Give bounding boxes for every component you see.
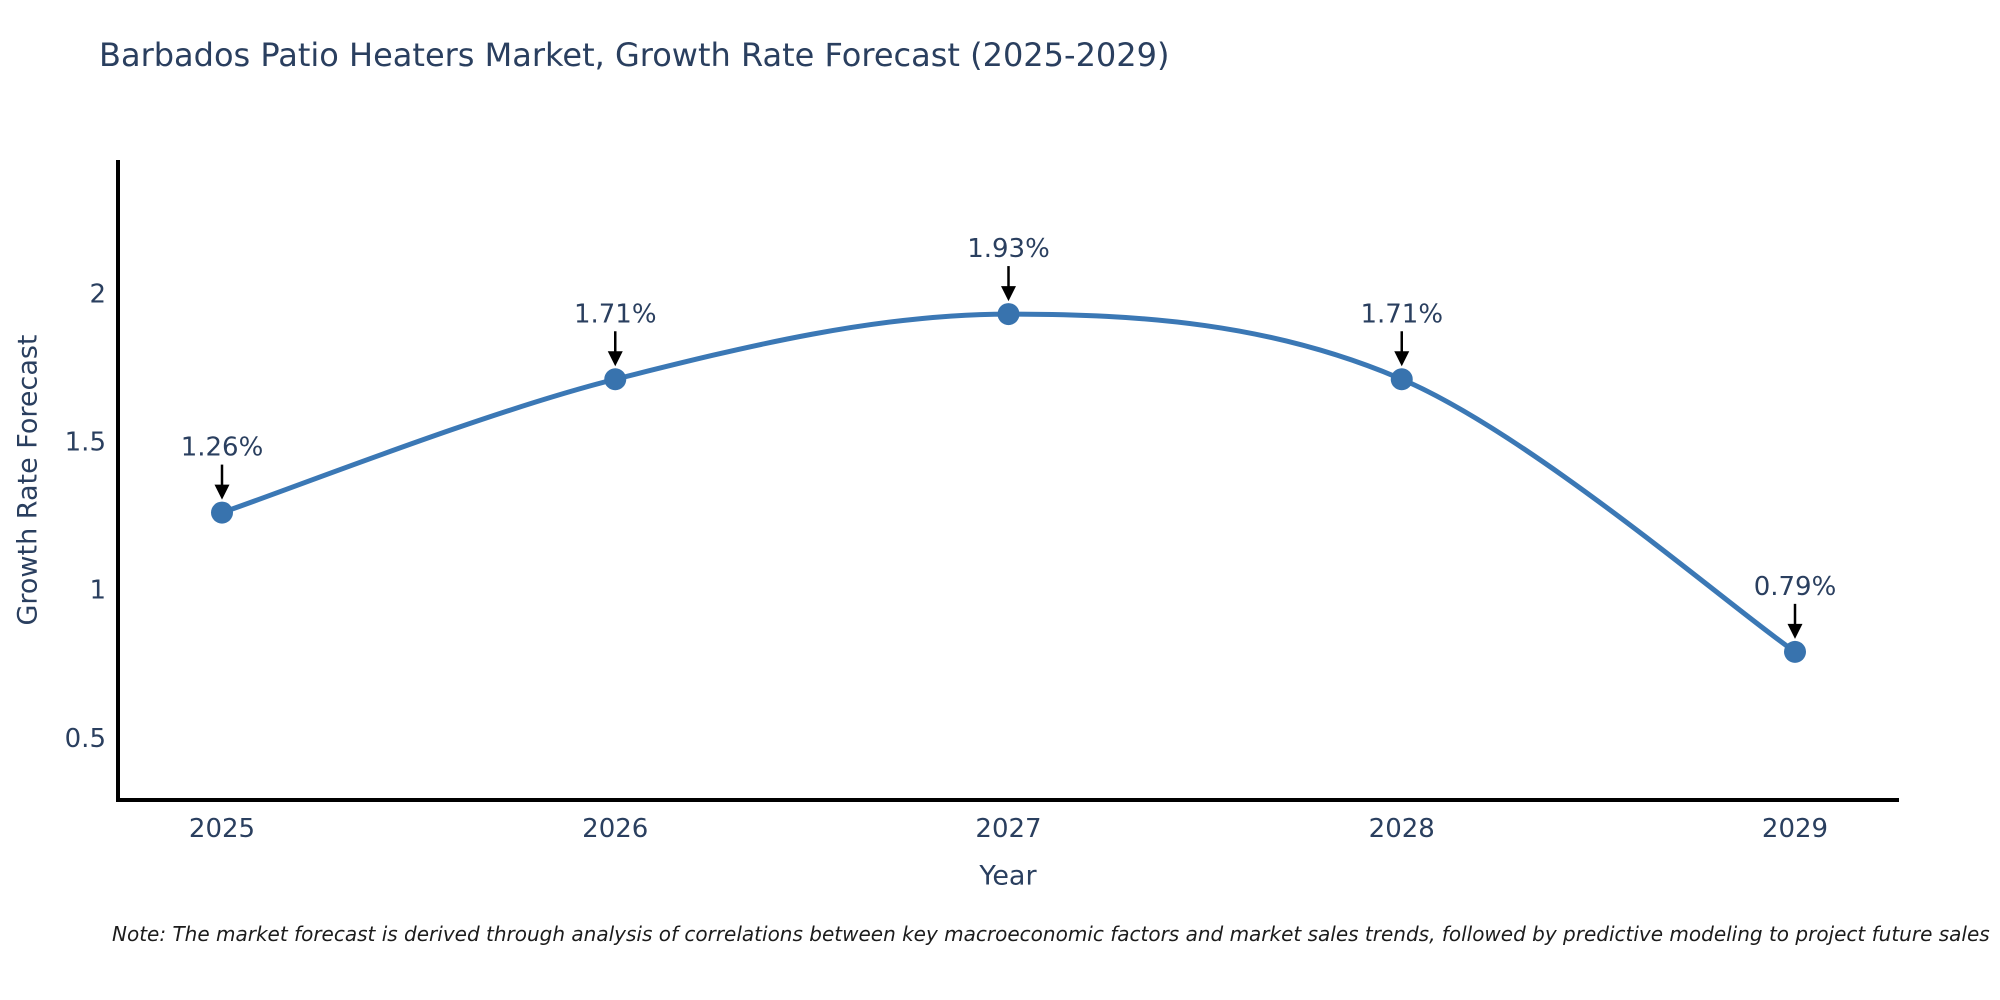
annotation-arrowhead (1787, 623, 1803, 639)
x-axis-title: Year (979, 860, 1037, 892)
data-point-marker (997, 303, 1020, 326)
data-point-label: 1.93% (967, 234, 1050, 264)
data-point-label: 0.79% (1754, 572, 1837, 602)
footnote: Note: The market forecast is derived thr… (112, 922, 1990, 946)
chart-title: Barbados Patio Heaters Market, Growth Ra… (99, 36, 1170, 74)
data-point-label: 1.71% (1360, 299, 1443, 329)
annotation-arrowhead (1394, 351, 1410, 367)
y-tick-label: 1.5 (65, 427, 106, 457)
data-point-marker (1390, 368, 1413, 391)
x-tick-label: 2029 (1762, 814, 1828, 844)
x-tick-label: 2025 (189, 814, 255, 844)
forecast-line (219, 311, 1798, 655)
y-tick-label: 2 (89, 279, 106, 309)
x-tick-label: 2026 (582, 814, 648, 844)
y-tick-label: 0.5 (65, 724, 106, 754)
data-point-marker (1784, 640, 1806, 663)
data-point-label: 1.71% (574, 299, 657, 329)
y-axis-title: Growth Rate Forecast (12, 334, 44, 626)
annotation-arrowhead (607, 351, 623, 367)
data-point-marker (604, 368, 627, 391)
data-point-marker (211, 501, 233, 524)
annotation-arrowhead (1001, 286, 1016, 302)
x-tick-label: 2027 (975, 814, 1041, 844)
data-point-label: 1.26% (181, 433, 264, 463)
annotation-arrowhead (214, 484, 230, 500)
y-tick-label: 1 (89, 576, 106, 606)
x-tick-label: 2028 (1369, 814, 1435, 844)
